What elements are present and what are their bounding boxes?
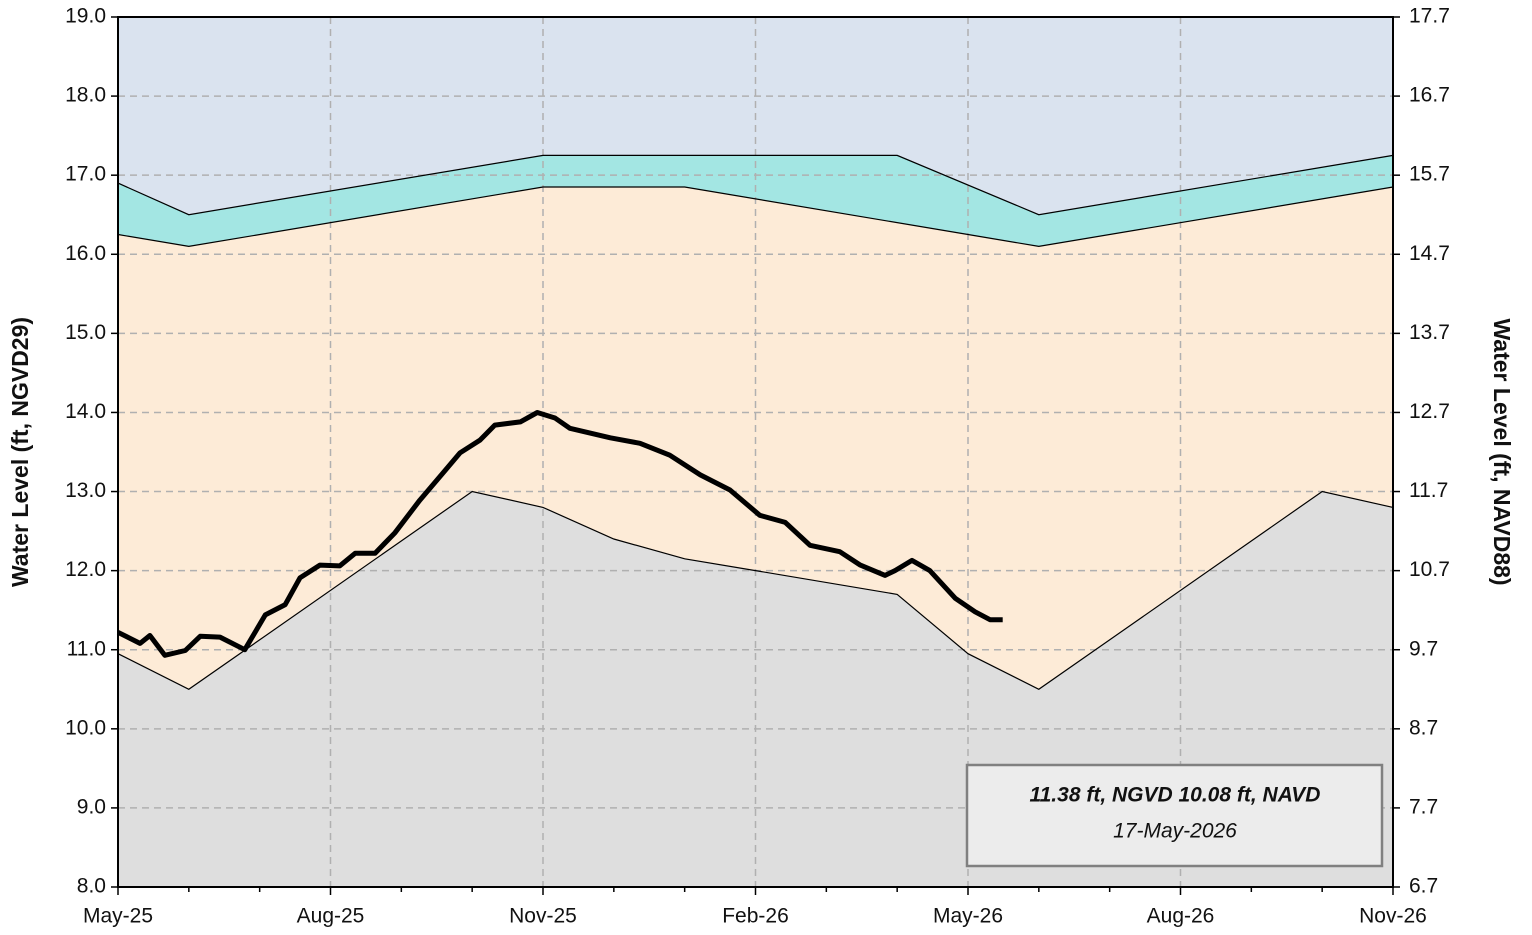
x-tick-label: Nov-26 xyxy=(1359,905,1427,928)
y-axis-label: Water Level (ft, NGVD29) xyxy=(7,317,33,587)
y-tick-label: 13.0 xyxy=(65,479,106,502)
band-edge xyxy=(117,154,1394,216)
y2-tick-label: 7.7 xyxy=(1409,795,1438,818)
x-tick-label: May-25 xyxy=(83,905,153,928)
annotation-line1: 11.38 ft, NGVD 10.08 ft, NAVD xyxy=(1030,784,1321,807)
y-tick-label: 16.0 xyxy=(65,242,106,265)
x-tick-label: Feb-26 xyxy=(722,905,789,928)
water-level-line xyxy=(116,410,1003,658)
y2-tick-label: 13.7 xyxy=(1409,321,1450,344)
y-tick-label: 10.0 xyxy=(65,716,106,739)
x-tick-label: May-26 xyxy=(933,905,1003,928)
y-tick-label: 9.0 xyxy=(77,795,106,818)
y-tick-label: 12.0 xyxy=(65,558,106,581)
y2-tick-label: 14.7 xyxy=(1409,242,1450,265)
y-tick-label: 17.0 xyxy=(65,163,106,186)
y-tick-label: 11.0 xyxy=(67,637,106,660)
x-tick-label: Aug-25 xyxy=(297,905,365,928)
y-tick-label: 15.0 xyxy=(65,321,106,344)
x-tick-label: Nov-25 xyxy=(509,905,577,928)
y2-axis-label: Water Level (ft, NAVD88) xyxy=(1489,318,1515,585)
y-tick-label: 18.0 xyxy=(65,84,106,107)
y2-tick-label: 11.7 xyxy=(1409,479,1448,502)
y2-tick-label: 15.7 xyxy=(1409,163,1450,186)
y2-tick-label: 6.7 xyxy=(1409,875,1438,898)
band-edge xyxy=(117,490,1394,690)
y2-tick-label: 10.7 xyxy=(1409,558,1450,581)
x-tick-label: Aug-26 xyxy=(1147,905,1215,928)
y2-tick-label: 12.7 xyxy=(1409,400,1450,423)
annotation-line2: 17-May-2026 xyxy=(1113,820,1237,843)
y2-tick-label: 9.7 xyxy=(1409,637,1438,660)
band-edge xyxy=(117,186,1394,248)
y-tick-label: 14.0 xyxy=(65,400,106,423)
y2-tick-label: 17.7 xyxy=(1409,5,1450,28)
y-tick-label: 19.0 xyxy=(65,5,106,28)
y2-tick-label: 16.7 xyxy=(1409,84,1450,107)
y-tick-label: 8.0 xyxy=(77,875,106,898)
annotation: 11.38 ft, NGVD 10.08 ft, NAVD 17-May-2026 xyxy=(965,763,1384,868)
y2-tick-label: 8.7 xyxy=(1409,716,1438,739)
annotation-box xyxy=(965,763,1384,868)
